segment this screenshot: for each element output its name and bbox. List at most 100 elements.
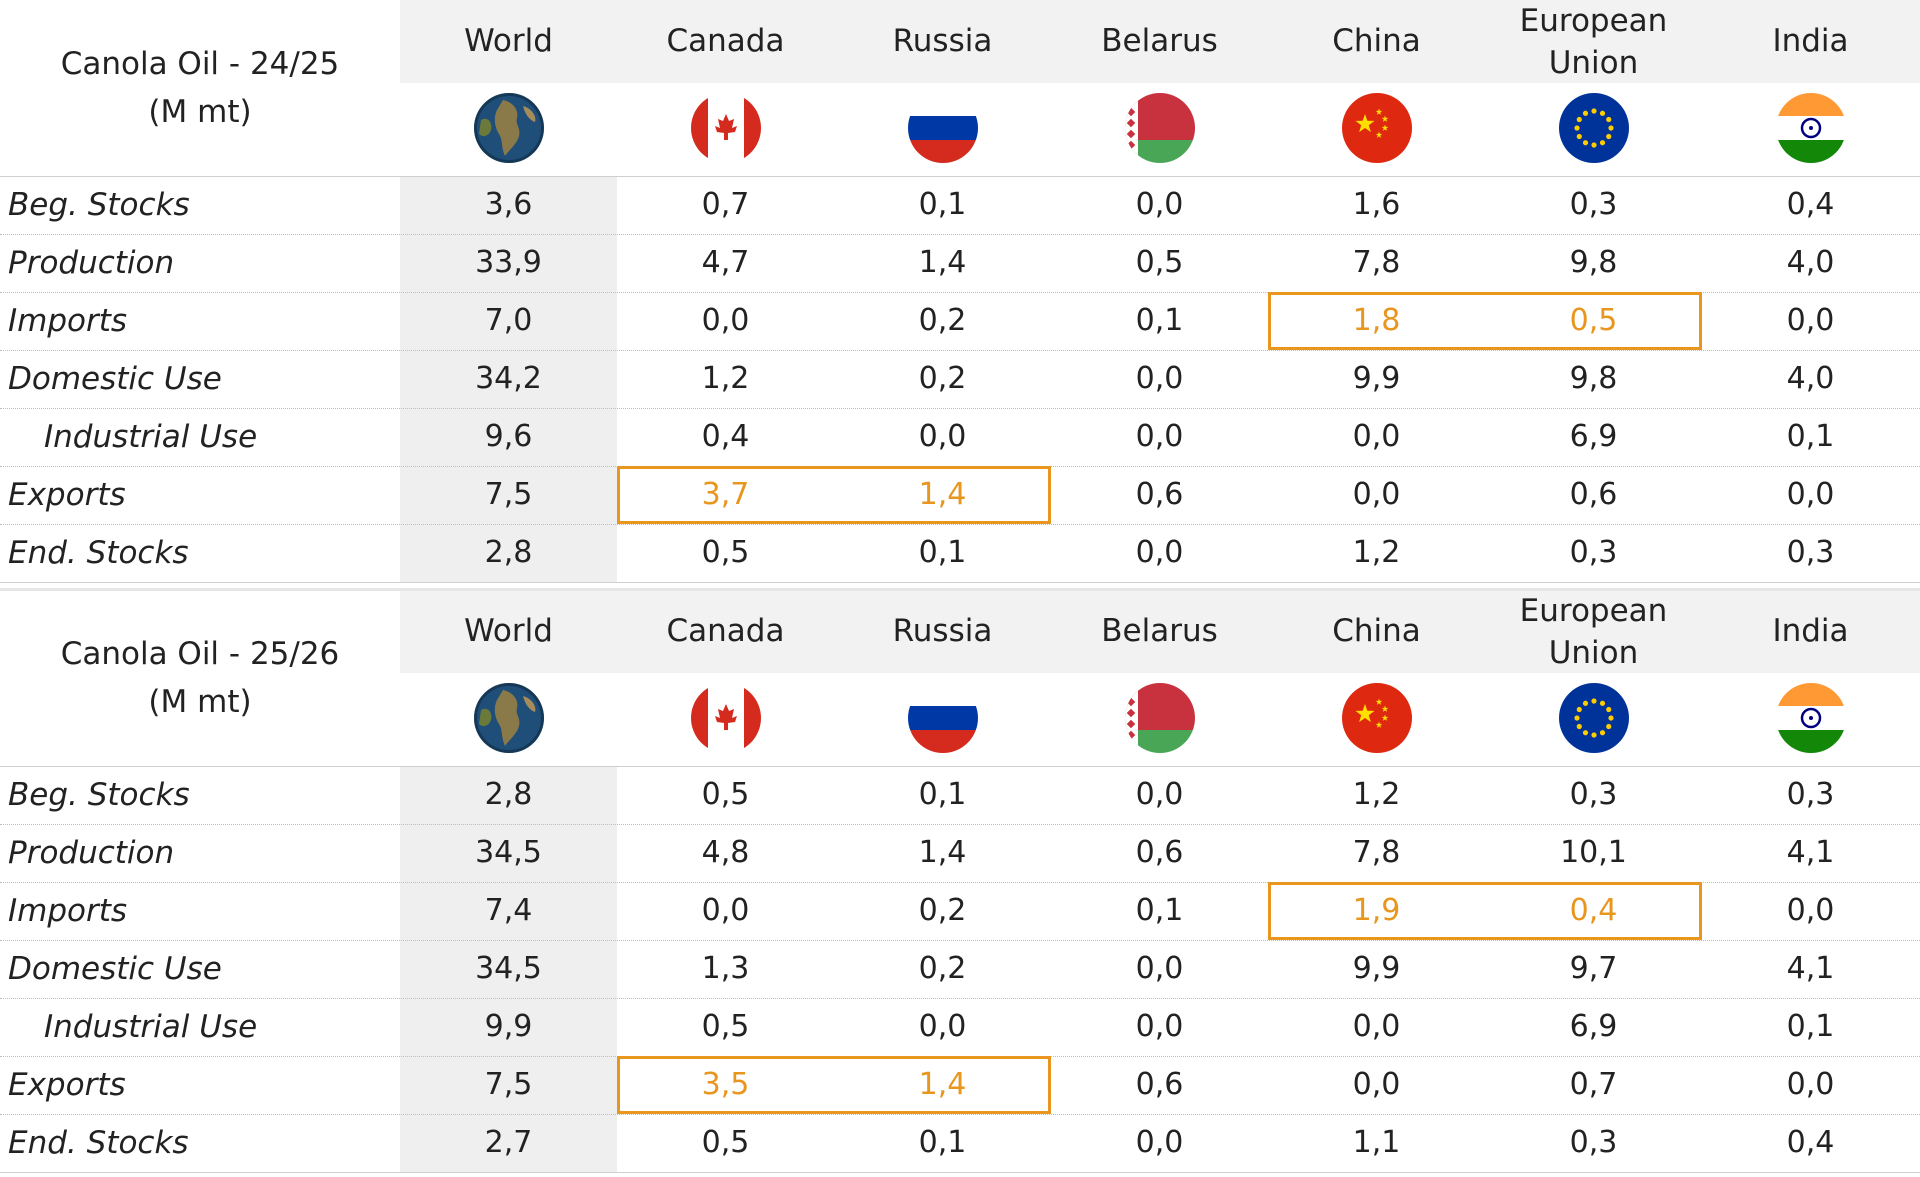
table-cell: 0,4 <box>1569 893 1618 928</box>
table-cell: 0,4 <box>1786 187 1835 222</box>
header-divider <box>0 766 1920 767</box>
table-cell: 2,8 <box>484 535 533 570</box>
table-row: Industrial Use 9,6 0,4 0,0 0,0 0,0 6,9 0,1 <box>0 408 1920 467</box>
table-cell: 0,0 <box>1135 1125 1184 1160</box>
table-cell: 0,0 <box>1135 951 1184 986</box>
table-cell: 0,1 <box>1786 419 1835 454</box>
row-label: Beg. Stocks <box>8 777 190 813</box>
eu-flag-icon <box>1558 92 1630 164</box>
row-label: Domestic Use <box>8 951 222 987</box>
table-cell: 0,0 <box>701 303 750 338</box>
table-cell: 0,0 <box>918 1009 967 1044</box>
table-cell: 0,2 <box>918 951 967 986</box>
table-row: Industrial Use 9,9 0,5 0,0 0,0 0,0 6,9 0,1 <box>0 998 1920 1057</box>
table-cell: 4,1 <box>1786 835 1835 870</box>
table-unit-text: (M mt) <box>148 94 252 130</box>
table-cell: 4,0 <box>1786 245 1835 280</box>
table-cell: 0,0 <box>1352 419 1401 454</box>
table-cell: 0,1 <box>918 187 967 222</box>
table-cell: 1,4 <box>918 245 967 280</box>
table-cell: 34,5 <box>475 835 542 870</box>
table-row: Production 34,5 4,8 1,4 0,6 7,8 10,1 4,1 <box>0 824 1920 883</box>
globe-icon <box>473 92 545 164</box>
table-cell: 0,0 <box>1135 777 1184 812</box>
table-cell: 4,0 <box>1786 361 1835 396</box>
table-cell: 1,6 <box>1352 187 1401 222</box>
table-cell: 33,9 <box>475 245 542 280</box>
table-cell: 0,1 <box>1135 303 1184 338</box>
column-header: China <box>1332 613 1421 649</box>
table-row: Exports 7,5 3,5 1,4 0,6 0,0 0,7 0,0 <box>0 1056 1920 1115</box>
india-flag-icon <box>1775 682 1847 754</box>
table-cell: 0,1 <box>918 1125 967 1160</box>
table-cell: 0,3 <box>1786 535 1835 570</box>
table-cell: 1,4 <box>918 477 967 512</box>
balance-table-1: Canola Oil - 24/25 (M mt) World Canada Russi… <box>0 0 1920 583</box>
table-row: End. Stocks 2,7 0,5 0,1 0,0 1,1 0,3 0,4 <box>0 1114 1920 1173</box>
column-header: European Union <box>1519 592 1668 671</box>
table-cell: 0,0 <box>1786 477 1835 512</box>
row-label: End. Stocks <box>8 535 189 571</box>
row-label: Imports <box>8 893 128 929</box>
table-cell: 0,0 <box>1135 535 1184 570</box>
table-cell: 0,0 <box>1786 1067 1835 1102</box>
table-cell: 0,5 <box>701 535 750 570</box>
table-title-text: Canola Oil - 25/26 <box>60 636 340 672</box>
table-cell: 0,1 <box>918 777 967 812</box>
table-cell: 0,0 <box>1786 893 1835 928</box>
table-cell: 9,8 <box>1569 245 1618 280</box>
table-cell: 7,0 <box>484 303 533 338</box>
table-cell: 0,7 <box>1569 1067 1618 1102</box>
belarus-flag-icon <box>1124 682 1196 754</box>
table-cell: 0,3 <box>1786 777 1835 812</box>
column-header: Russia <box>892 23 993 59</box>
row-label: Industrial Use <box>44 1009 258 1045</box>
table-cell: 3,7 <box>701 477 750 512</box>
table-cell: 2,7 <box>484 1125 533 1160</box>
header-band <box>400 0 1920 83</box>
table-separator <box>0 588 1920 591</box>
row-label: Imports <box>8 303 128 339</box>
table-cell: 0,5 <box>1135 245 1184 280</box>
table-cell: 0,4 <box>1786 1125 1835 1160</box>
row-label: Beg. Stocks <box>8 187 190 223</box>
table-cell: 0,1 <box>1135 893 1184 928</box>
table-row: End. Stocks 2,8 0,5 0,1 0,0 1,2 0,3 0,3 <box>0 524 1920 583</box>
table-cell: 0,2 <box>918 303 967 338</box>
table-cell: 0,0 <box>1352 477 1401 512</box>
table-cell: 7,5 <box>484 1067 533 1102</box>
row-label: Exports <box>8 1067 126 1103</box>
table-cell: 0,5 <box>1569 303 1618 338</box>
highlight-box <box>1268 882 1702 940</box>
table-cell: 34,5 <box>475 951 542 986</box>
table-header: Canola Oil - 24/25 (M mt) World Canada Russi… <box>0 0 1920 176</box>
table-cell: 1,2 <box>1352 777 1401 812</box>
table-cell: 34,2 <box>475 361 542 396</box>
table-cell: 0,5 <box>701 777 750 812</box>
row-label: Industrial Use <box>44 419 258 455</box>
table-cell: 0,3 <box>1569 535 1618 570</box>
column-header: World <box>464 23 553 59</box>
table-row: Exports 7,5 3,7 1,4 0,6 0,0 0,6 0,0 <box>0 466 1920 525</box>
highlight-box <box>617 466 1051 524</box>
row-label: Production <box>8 835 175 871</box>
table-cell: 0,4 <box>701 419 750 454</box>
table-cell: 1,2 <box>701 361 750 396</box>
table-cell: 7,5 <box>484 477 533 512</box>
table-cell: 1,2 <box>1352 535 1401 570</box>
table-cell: 0,0 <box>1135 187 1184 222</box>
table-cell: 9,6 <box>484 419 533 454</box>
highlight-box <box>1268 292 1702 350</box>
row-label: Production <box>8 245 175 281</box>
table-cell: 6,9 <box>1569 1009 1618 1044</box>
table-cell: 4,8 <box>701 835 750 870</box>
table-cell: 2,8 <box>484 777 533 812</box>
table-row: Imports 7,4 0,0 0,2 0,1 1,9 0,4 0,0 <box>0 882 1920 941</box>
column-header: Russia <box>892 613 993 649</box>
table-cell: 0,3 <box>1569 777 1618 812</box>
table-cell: 9,9 <box>1352 951 1401 986</box>
row-label: Domestic Use <box>8 361 222 397</box>
column-header: Belarus <box>1101 23 1218 59</box>
table-row: Beg. Stocks 3,6 0,7 0,1 0,0 1,6 0,3 0,4 <box>0 176 1920 235</box>
row-label: End. Stocks <box>8 1125 189 1161</box>
